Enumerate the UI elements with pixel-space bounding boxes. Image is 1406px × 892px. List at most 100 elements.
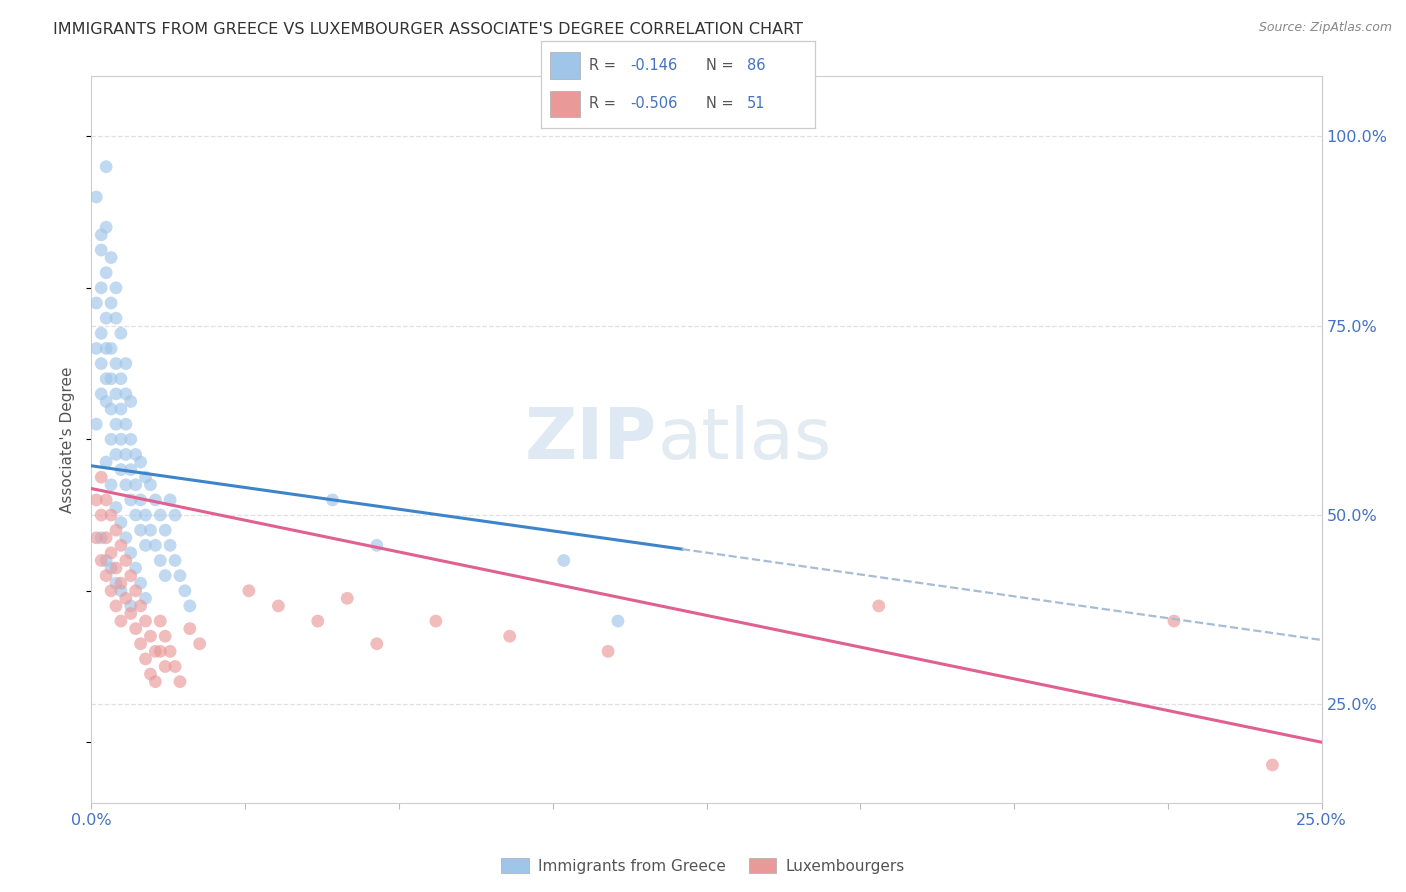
Point — [159, 644, 181, 658]
FancyBboxPatch shape — [550, 53, 579, 78]
Point — [96, 311, 117, 326]
Point — [90, 326, 112, 341]
Text: N =: N = — [706, 96, 734, 112]
Point — [179, 622, 201, 636]
Point — [100, 402, 122, 417]
Point — [105, 417, 127, 432]
Point — [105, 311, 127, 326]
Point — [96, 266, 117, 280]
Point — [100, 433, 122, 447]
Point — [238, 583, 260, 598]
Point — [307, 614, 329, 628]
Text: N =: N = — [706, 58, 734, 73]
Point — [868, 599, 890, 613]
Point — [105, 447, 127, 461]
Point — [110, 614, 132, 628]
Point — [129, 599, 152, 613]
Point — [120, 568, 142, 582]
Point — [110, 372, 132, 386]
Legend: Immigrants from Greece, Luxembourgers: Immigrants from Greece, Luxembourgers — [495, 852, 911, 880]
Point — [114, 553, 138, 567]
Point — [149, 644, 172, 658]
Point — [96, 531, 117, 545]
Point — [100, 342, 122, 356]
Point — [139, 477, 162, 491]
Text: R =: R = — [589, 58, 616, 73]
Point — [129, 637, 152, 651]
Point — [96, 568, 117, 582]
Point — [86, 531, 108, 545]
Point — [366, 538, 388, 552]
Point — [135, 652, 156, 666]
Point — [135, 538, 156, 552]
Point — [96, 492, 117, 507]
Point — [163, 553, 186, 567]
Point — [100, 296, 122, 310]
Point — [153, 629, 177, 643]
Point — [153, 659, 177, 673]
Point — [145, 538, 166, 552]
Point — [90, 281, 112, 295]
Point — [110, 538, 132, 552]
Point — [114, 591, 138, 606]
Point — [90, 387, 112, 401]
Point — [139, 667, 162, 681]
Point — [124, 508, 146, 522]
Point — [114, 387, 138, 401]
Point — [135, 591, 156, 606]
Point — [120, 492, 142, 507]
Point — [96, 220, 117, 235]
Point — [86, 190, 108, 204]
Point — [145, 492, 166, 507]
Point — [100, 583, 122, 598]
Point — [129, 492, 152, 507]
Text: -0.146: -0.146 — [630, 58, 678, 73]
Point — [86, 342, 108, 356]
Point — [90, 470, 112, 484]
Point — [96, 394, 117, 409]
Point — [366, 637, 388, 651]
Point — [114, 357, 138, 371]
Point — [96, 372, 117, 386]
Point — [553, 553, 575, 567]
Text: ZIP: ZIP — [524, 405, 657, 474]
Point — [86, 417, 108, 432]
Point — [100, 251, 122, 265]
Point — [105, 500, 127, 515]
Text: 86: 86 — [747, 58, 765, 73]
Point — [596, 644, 619, 658]
Point — [174, 583, 197, 598]
Point — [1163, 614, 1185, 628]
FancyBboxPatch shape — [550, 91, 579, 117]
Point — [145, 674, 166, 689]
Point — [169, 568, 191, 582]
Point — [114, 417, 138, 432]
Point — [124, 477, 146, 491]
Point — [159, 538, 181, 552]
Text: 51: 51 — [747, 96, 765, 112]
Point — [105, 599, 127, 613]
Point — [124, 622, 146, 636]
Point — [120, 607, 142, 621]
Point — [90, 227, 112, 242]
Point — [120, 394, 142, 409]
Point — [100, 546, 122, 560]
Point — [100, 508, 122, 522]
Point — [110, 433, 132, 447]
Text: IMMIGRANTS FROM GREECE VS LUXEMBOURGER ASSOCIATE'S DEGREE CORRELATION CHART: IMMIGRANTS FROM GREECE VS LUXEMBOURGER A… — [53, 22, 803, 37]
Point — [96, 455, 117, 469]
Point — [129, 455, 152, 469]
Point — [86, 492, 108, 507]
Point — [149, 614, 172, 628]
Point — [120, 433, 142, 447]
Point — [96, 342, 117, 356]
Y-axis label: Associate's Degree: Associate's Degree — [60, 366, 76, 513]
Point — [145, 644, 166, 658]
Point — [498, 629, 520, 643]
Point — [163, 508, 186, 522]
Point — [153, 523, 177, 537]
Point — [110, 583, 132, 598]
Point — [124, 561, 146, 575]
Point — [105, 523, 127, 537]
Point — [100, 477, 122, 491]
